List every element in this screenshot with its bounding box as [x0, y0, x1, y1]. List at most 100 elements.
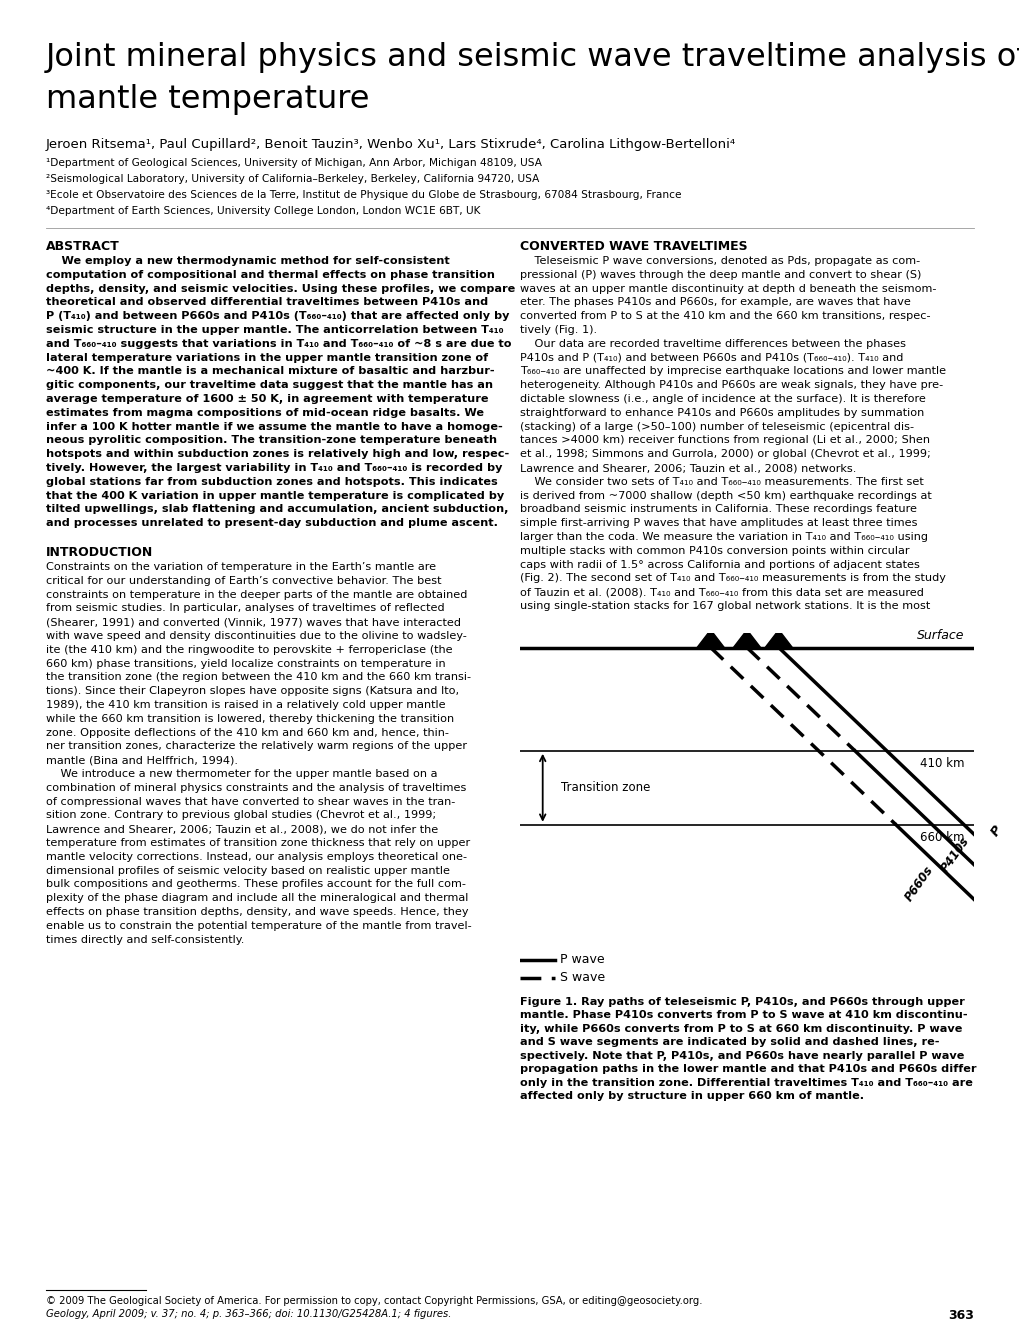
- Text: P660s: P660s: [902, 864, 935, 905]
- Text: ner transition zones, characterize the relatively warm regions of the upper: ner transition zones, characterize the r…: [46, 742, 467, 751]
- Text: with wave speed and density discontinuities due to the olivine to wadsley-: with wave speed and density discontinuit…: [46, 630, 467, 641]
- Text: Lawrence and Shearer, 2006; Tauzin et al., 2008) networks.: Lawrence and Shearer, 2006; Tauzin et al…: [520, 462, 856, 473]
- Text: We employ a new thermodynamic method for self-consistent: We employ a new thermodynamic method for…: [46, 255, 449, 266]
- Text: from seismic studies. In particular, analyses of traveltimes of reflected: from seismic studies. In particular, ana…: [46, 603, 444, 613]
- Text: combination of mineral physics constraints and the analysis of traveltimes: combination of mineral physics constrain…: [46, 782, 466, 793]
- Text: bulk compositions and geotherms. These profiles account for the full com-: bulk compositions and geotherms. These p…: [46, 879, 466, 890]
- Text: P410s: P410s: [938, 835, 972, 875]
- Text: ~400 K. If the mantle is a mechanical mixture of basaltic and harzbur-: ~400 K. If the mantle is a mechanical mi…: [46, 367, 494, 376]
- Text: infer a 100 K hotter mantle if we assume the mantle to have a homoge-: infer a 100 K hotter mantle if we assume…: [46, 422, 502, 431]
- Text: We consider two sets of T₄₁₀ and T₆₆₀–₄₁₀ measurements. The first set: We consider two sets of T₄₁₀ and T₆₆₀–₄₁…: [520, 477, 923, 487]
- Text: 1989), the 410 km transition is raised in a relatively cold upper mantle: 1989), the 410 km transition is raised i…: [46, 700, 445, 710]
- Text: mantle velocity corrections. Instead, our analysis employs theoretical one-: mantle velocity corrections. Instead, ou…: [46, 852, 467, 862]
- Text: heterogeneity. Although P410s and P660s are weak signals, they have pre-: heterogeneity. Although P410s and P660s …: [520, 380, 943, 390]
- Text: Geology, April 2009; v. 37; no. 4; p. 363–366; doi: 10.1130/G25428A.1; 4 figures: Geology, April 2009; v. 37; no. 4; p. 36…: [46, 1309, 451, 1318]
- Text: © 2009 The Geological Society of America. For permission to copy, contact Copyri: © 2009 The Geological Society of America…: [46, 1296, 702, 1306]
- Text: spectively. Note that P, P410s, and P660s have nearly parallel P wave: spectively. Note that P, P410s, and P660…: [520, 1051, 963, 1060]
- Text: of Tauzin et al. (2008). T₄₁₀ and T₆₆₀–₄₁₀ from this data set are measured: of Tauzin et al. (2008). T₄₁₀ and T₆₆₀–₄…: [520, 587, 923, 597]
- Text: INTRODUCTION: INTRODUCTION: [46, 546, 153, 559]
- Text: ²Seismological Laboratory, University of California–Berkeley, Berkeley, Californ: ²Seismological Laboratory, University of…: [46, 173, 539, 184]
- Text: constraints on temperature in the deeper parts of the mantle are obtained: constraints on temperature in the deeper…: [46, 590, 467, 599]
- Text: tilted upwellings, slab flattening and accumulation, ancient subduction,: tilted upwellings, slab flattening and a…: [46, 504, 508, 515]
- Text: Surface: Surface: [916, 629, 964, 641]
- Text: 363: 363: [948, 1309, 973, 1322]
- Text: T₆₆₀–₄₁₀ are unaffected by imprecise earthquake locations and lower mantle: T₆₆₀–₄₁₀ are unaffected by imprecise ear…: [520, 367, 946, 376]
- Text: ¹Department of Geological Sciences, University of Michigan, Ann Arbor, Michigan : ¹Department of Geological Sciences, Univ…: [46, 159, 541, 168]
- Text: eter. The phases P410s and P660s, for example, are waves that have: eter. The phases P410s and P660s, for ex…: [520, 297, 910, 308]
- Text: zone. Opposite deflections of the 410 km and 660 km and, hence, thin-: zone. Opposite deflections of the 410 km…: [46, 727, 448, 738]
- Text: while the 660 km transition is lowered, thereby thickening the transition: while the 660 km transition is lowered, …: [46, 714, 453, 724]
- Text: tively (Fig. 1).: tively (Fig. 1).: [520, 325, 596, 335]
- Text: (Shearer, 1991) and converted (Vinnik, 1977) waves that have interacted: (Shearer, 1991) and converted (Vinnik, 1…: [46, 617, 461, 628]
- Text: mantle temperature: mantle temperature: [46, 85, 369, 116]
- Polygon shape: [733, 630, 760, 648]
- Text: caps with radii of 1.5° across California and portions of adjacent states: caps with radii of 1.5° across Californi…: [520, 559, 919, 570]
- Text: ³Ecole et Observatoire des Sciences de la Terre, Institut de Physique du Globe d: ³Ecole et Observatoire des Sciences de l…: [46, 190, 681, 200]
- Text: lateral temperature variations in the upper mantle transition zone of: lateral temperature variations in the up…: [46, 352, 488, 363]
- Text: converted from P to S at the 410 km and the 660 km transitions, respec-: converted from P to S at the 410 km and …: [520, 312, 929, 321]
- Text: and S wave segments are indicated by solid and dashed lines, re-: and S wave segments are indicated by sol…: [520, 1038, 938, 1047]
- Text: (Fig. 2). The second set of T₄₁₀ and T₆₆₀–₄₁₀ measurements is from the study: (Fig. 2). The second set of T₄₁₀ and T₆₆…: [520, 574, 945, 583]
- Text: multiple stacks with common P410s conversion points within circular: multiple stacks with common P410s conver…: [520, 546, 909, 556]
- Text: hotspots and within subduction zones is relatively high and low, respec-: hotspots and within subduction zones is …: [46, 449, 508, 460]
- Text: S wave: S wave: [559, 972, 604, 984]
- Text: propagation paths in the lower mantle and that P410s and P660s differ: propagation paths in the lower mantle an…: [520, 1064, 975, 1074]
- Text: Joint mineral physics and seismic wave traveltime analysis of upper: Joint mineral physics and seismic wave t…: [46, 42, 1019, 73]
- Text: Our data are recorded traveltime differences between the phases: Our data are recorded traveltime differe…: [520, 339, 905, 349]
- Text: plexity of the phase diagram and include all the mineralogical and thermal: plexity of the phase diagram and include…: [46, 894, 468, 903]
- Text: global stations far from subduction zones and hotspots. This indicates: global stations far from subduction zone…: [46, 477, 497, 487]
- Text: simple first-arriving P waves that have amplitudes at least three times: simple first-arriving P waves that have …: [520, 519, 917, 528]
- Text: ⁴Department of Earth Sciences, University College London, London WC1E 6BT, UK: ⁴Department of Earth Sciences, Universit…: [46, 206, 480, 216]
- Text: waves at an upper mantle discontinuity at depth d beneath the seismom-: waves at an upper mantle discontinuity a…: [520, 284, 935, 293]
- Text: tances >4000 km) receiver functions from regional (Li et al., 2000; Shen: tances >4000 km) receiver functions from…: [520, 435, 929, 445]
- Text: mantle. Phase P410s converts from P to S wave at 410 km discontinu-: mantle. Phase P410s converts from P to S…: [520, 1011, 967, 1020]
- Text: seismic structure in the upper mantle. The anticorrelation between T₄₁₀: seismic structure in the upper mantle. T…: [46, 325, 503, 335]
- Text: larger than the coda. We measure the variation in T₄₁₀ and T₆₆₀–₄₁₀ using: larger than the coda. We measure the var…: [520, 532, 927, 542]
- Text: We introduce a new thermometer for the upper mantle based on a: We introduce a new thermometer for the u…: [46, 769, 437, 780]
- Text: ity, while P660s converts from P to S at 660 km discontinuity. P wave: ity, while P660s converts from P to S at…: [520, 1024, 962, 1034]
- Text: temperature from estimates of transition zone thickness that rely on upper: temperature from estimates of transition…: [46, 839, 470, 848]
- Text: computation of compositional and thermal effects on phase transition: computation of compositional and thermal…: [46, 270, 494, 280]
- Text: tions). Since their Clapeyron slopes have opposite signs (Katsura and Ito,: tions). Since their Clapeyron slopes hav…: [46, 687, 459, 696]
- Text: dictable slowness (i.e., angle of incidence at the surface). It is therefore: dictable slowness (i.e., angle of incide…: [520, 394, 925, 405]
- Text: is derived from ~7000 shallow (depth <50 km) earthquake recordings at: is derived from ~7000 shallow (depth <50…: [520, 491, 930, 500]
- Text: that the 400 K variation in upper mantle temperature is complicated by: that the 400 K variation in upper mantle…: [46, 491, 503, 500]
- Text: 410 km: 410 km: [919, 757, 964, 770]
- Text: gitic components, our traveltime data suggest that the mantle has an: gitic components, our traveltime data su…: [46, 380, 492, 390]
- Text: 660 km: 660 km: [919, 831, 964, 844]
- Text: theoretical and observed differential traveltimes between P410s and: theoretical and observed differential tr…: [46, 297, 488, 308]
- Text: only in the transition zone. Differential traveltimes T₄₁₀ and T₆₆₀–₄₁₀ are: only in the transition zone. Differentia…: [520, 1078, 972, 1087]
- Text: Jeroen Ritsema¹, Paul Cupillard², Benoit Tauzin³, Wenbo Xu¹, Lars Stixrude⁴, Car: Jeroen Ritsema¹, Paul Cupillard², Benoit…: [46, 138, 736, 151]
- Text: 660 km) phase transitions, yield localize constraints on temperature in: 660 km) phase transitions, yield localiz…: [46, 659, 445, 668]
- Text: tively. However, the largest variability in T₄₁₀ and T₆₆₀–₄₁₀ is recorded by: tively. However, the largest variability…: [46, 462, 502, 473]
- Text: P: P: [987, 823, 1004, 839]
- Text: estimates from magma compositions of mid-ocean ridge basalts. We: estimates from magma compositions of mid…: [46, 407, 484, 418]
- Text: enable us to constrain the potential temperature of the mantle from travel-: enable us to constrain the potential tem…: [46, 921, 471, 931]
- Text: critical for our understanding of Earth’s convective behavior. The best: critical for our understanding of Earth’…: [46, 575, 441, 586]
- Text: straightforward to enhance P410s and P660s amplitudes by summation: straightforward to enhance P410s and P66…: [520, 407, 923, 418]
- Text: Figure 1. Ray paths of teleseismic P, P410s, and P660s through upper: Figure 1. Ray paths of teleseismic P, P4…: [520, 997, 964, 1007]
- Text: ite (the 410 km) and the ringwoodite to perovskite + ferropericlase (the: ite (the 410 km) and the ringwoodite to …: [46, 645, 452, 655]
- Text: et al., 1998; Simmons and Gurrola, 2000) or global (Chevrot et al., 1999;: et al., 1998; Simmons and Gurrola, 2000)…: [520, 449, 930, 460]
- Text: mantle (Bina and Helffrich, 1994).: mantle (Bina and Helffrich, 1994).: [46, 755, 237, 765]
- Text: times directly and self-consistently.: times directly and self-consistently.: [46, 934, 245, 945]
- Text: P wave: P wave: [559, 953, 604, 966]
- Text: neous pyrolitic composition. The transition-zone temperature beneath: neous pyrolitic composition. The transit…: [46, 435, 496, 445]
- Text: CONVERTED WAVE TRAVELTIMES: CONVERTED WAVE TRAVELTIMES: [520, 241, 747, 253]
- Text: using single-station stacks for 167 global network stations. It is the most: using single-station stacks for 167 glob…: [520, 601, 929, 612]
- Text: depths, density, and seismic velocities. Using these profiles, we compare: depths, density, and seismic velocities.…: [46, 284, 515, 293]
- Text: P (T₄₁₀) and between P660s and P410s (T₆₆₀–₄₁₀) that are affected only by: P (T₄₁₀) and between P660s and P410s (T₆…: [46, 312, 510, 321]
- Text: the transition zone (the region between the 410 km and the 660 km transi-: the transition zone (the region between …: [46, 672, 471, 683]
- Text: ABSTRACT: ABSTRACT: [46, 241, 119, 253]
- Text: Teleseismic P wave conversions, denoted as Pds, propagate as com-: Teleseismic P wave conversions, denoted …: [520, 255, 919, 266]
- Text: Transition zone: Transition zone: [560, 781, 649, 794]
- Text: average temperature of 1600 ± 50 K, in agreement with temperature: average temperature of 1600 ± 50 K, in a…: [46, 394, 488, 405]
- Polygon shape: [764, 630, 792, 648]
- Text: dimensional profiles of seismic velocity based on realistic upper mantle: dimensional profiles of seismic velocity…: [46, 866, 449, 875]
- Polygon shape: [696, 630, 723, 648]
- Text: P410s and P (T₄₁₀) and between P660s and P410s (T₆₆₀–₄₁₀). T₄₁₀ and: P410s and P (T₄₁₀) and between P660s and…: [520, 352, 903, 363]
- Text: of compressional waves that have converted to shear waves in the tran-: of compressional waves that have convert…: [46, 797, 454, 806]
- Text: and T₆₆₀–₄₁₀ suggests that variations in T₄₁₀ and T₆₆₀–₄₁₀ of ~8 s are due to: and T₆₆₀–₄₁₀ suggests that variations in…: [46, 339, 511, 349]
- Text: pressional (P) waves through the deep mantle and convert to shear (S): pressional (P) waves through the deep ma…: [520, 270, 920, 280]
- Text: effects on phase transition depths, density, and wave speeds. Hence, they: effects on phase transition depths, dens…: [46, 907, 468, 917]
